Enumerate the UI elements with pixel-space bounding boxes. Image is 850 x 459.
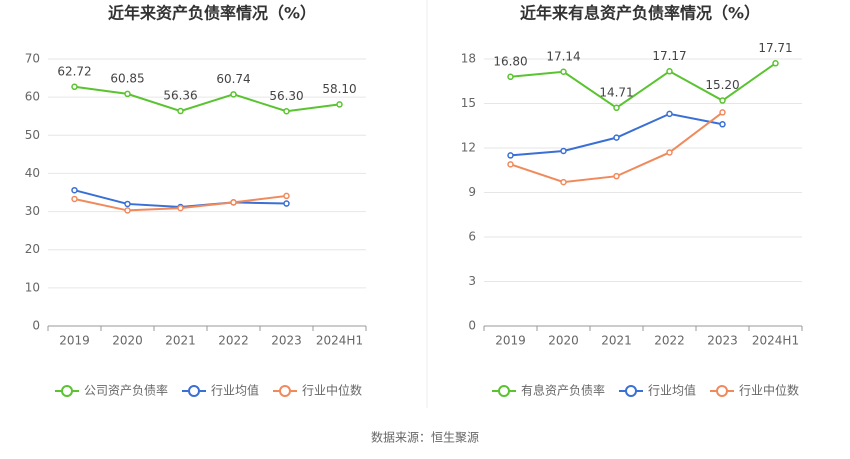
x-tick-label: 2024H1	[316, 334, 363, 348]
x-tick-label: 2023	[707, 334, 738, 348]
legend-marker	[279, 385, 291, 397]
point	[230, 199, 237, 206]
point	[560, 147, 567, 155]
data-label: 15.20	[705, 78, 739, 92]
legend-label: 行业中位数	[739, 383, 799, 398]
point	[666, 68, 673, 75]
data-label: 60.85	[110, 71, 144, 85]
legend-marker	[716, 385, 728, 397]
legend-marker	[188, 385, 200, 397]
y-tick-label: 50	[25, 128, 40, 142]
point	[230, 91, 237, 98]
legend-marker	[625, 385, 637, 397]
point	[613, 104, 620, 112]
data-label: 17.14	[546, 49, 580, 63]
point	[613, 172, 620, 180]
point	[666, 110, 673, 118]
y-tick-label: 9	[468, 185, 476, 199]
point	[71, 186, 78, 194]
y-tick-label: 3	[468, 274, 476, 288]
x-tick-label: 2021	[165, 334, 196, 348]
point	[772, 60, 779, 67]
data-label: 58.10	[322, 82, 356, 96]
y-tick-label: 30	[25, 204, 40, 218]
y-tick-label: 0	[32, 319, 40, 333]
y-tick-label: 40	[25, 166, 40, 180]
y-tick-label: 12	[461, 141, 476, 155]
data-label: 14.71	[599, 85, 633, 99]
point	[124, 200, 131, 208]
data-label: 17.71	[758, 41, 792, 55]
point	[666, 149, 673, 156]
point	[177, 107, 184, 115]
data-label: 56.30	[269, 89, 303, 103]
point	[613, 134, 620, 141]
legend-marker	[498, 385, 510, 397]
legend-label: 公司资产负债率	[84, 383, 168, 398]
y-tick-label: 6	[468, 230, 476, 244]
y-tick-label: 70	[25, 52, 40, 66]
y-tick-label: 0	[468, 319, 476, 333]
point	[71, 195, 78, 203]
legend-label: 行业中位数	[302, 383, 362, 398]
x-tick-label: 2022	[218, 334, 249, 348]
x-tick-label: 2019	[495, 334, 526, 348]
chart-title: 近年来资产负债率情况（%）	[108, 4, 316, 23]
series-line	[510, 111, 724, 184]
chart-title: 近年来有息资产负债率情况（%）	[520, 4, 760, 23]
point	[283, 192, 290, 200]
y-tick-label: 60	[25, 90, 40, 104]
y-tick-label: 10	[25, 280, 40, 294]
point	[719, 121, 726, 128]
x-tick-label: 2024H1	[752, 334, 799, 348]
point	[560, 68, 567, 76]
y-tick-label: 15	[461, 96, 476, 110]
y-tick-label: 18	[461, 52, 476, 66]
series-line	[74, 85, 340, 113]
point	[507, 73, 514, 81]
x-tick-label: 2023	[271, 334, 302, 348]
legend-label: 有息资产负债率	[521, 383, 605, 398]
x-tick-label: 2022	[654, 334, 685, 348]
x-tick-label: 2019	[59, 334, 90, 348]
point	[124, 207, 131, 214]
y-tick-label: 20	[25, 242, 40, 256]
footer: 数据来源：恒生聚源	[371, 430, 479, 445]
point	[560, 178, 567, 186]
data-label: 17.17	[652, 49, 686, 63]
point	[124, 90, 131, 98]
point	[71, 83, 78, 91]
data-label: 60.74	[216, 72, 250, 86]
x-tick-label: 2020	[548, 334, 579, 348]
point	[283, 108, 290, 115]
point	[177, 204, 184, 212]
data-label: 62.72	[57, 64, 91, 78]
series-line	[510, 62, 777, 110]
point	[719, 109, 726, 116]
data-label: 16.80	[493, 54, 527, 68]
x-tick-label: 2020	[112, 334, 143, 348]
legend-label: 行业均值	[211, 383, 259, 398]
legend-marker	[61, 385, 73, 397]
point	[719, 97, 726, 104]
data-label: 56.36	[163, 89, 197, 103]
point	[336, 101, 343, 108]
point	[283, 200, 290, 207]
point	[507, 152, 514, 159]
legend-label: 行业均值	[648, 383, 696, 398]
point	[507, 161, 514, 168]
x-tick-label: 2021	[601, 334, 632, 348]
